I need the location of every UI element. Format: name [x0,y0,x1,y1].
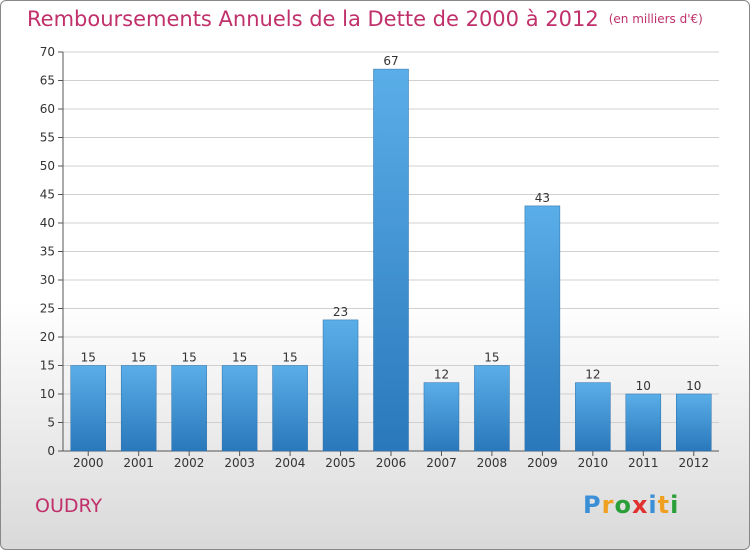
data-label-2008: 15 [484,351,499,365]
y-tick-label: 65 [40,74,55,88]
bar-2010 [575,382,611,452]
y-tick-label: 30 [40,273,55,287]
bar-2005 [322,319,359,452]
bar-2012 [676,393,712,452]
x-tick-label-2001: 2001 [123,456,154,470]
bar-2008 [474,365,510,452]
data-label-2011: 10 [636,379,651,393]
x-tick-label-2006: 2006 [376,456,407,470]
data-label-2004: 15 [282,351,297,365]
x-tick-label-2005: 2005 [325,456,356,470]
title-text: Remboursements Annuels de la Dette de 20… [27,7,599,31]
data-label-2005: 23 [333,305,348,319]
chart-subtitle: (en milliers d'€) [608,12,703,26]
x-tick-labels: 2000 2001 2002 2003 2004 2005 2006 2007 2008 2009… [73,456,709,470]
y-tick-label: 20 [40,330,55,344]
data-label-2010: 12 [585,368,600,382]
logo-letter: i [670,491,680,519]
y-tick-label: 55 [40,131,55,145]
x-tick-label-2012: 2012 [678,456,709,470]
y-tick-label: 0 [47,444,55,458]
bar-2002 [171,365,207,452]
commune-name: OUDRY [35,495,103,517]
x-tick-label-2007: 2007 [426,456,457,470]
y-tick-label: 60 [40,102,55,116]
data-labels: 15 15 15 15 15 23 67 12 15 43 12 10 10 [81,54,702,393]
bars [70,68,712,452]
data-label-2007: 12 [434,368,449,382]
data-label-2006: 67 [383,54,398,68]
data-label-2002: 15 [182,351,197,365]
bar-2004 [272,365,308,452]
bar-2007 [423,382,460,452]
logo-letter: o [614,491,632,519]
y-tick-label: 50 [40,159,55,173]
y-tick-labels: 0 5 10 15 20 25 30 35 40 45 50 55 60 65 70 [40,45,55,458]
y-tick-label: 40 [40,216,55,230]
data-label-2009: 43 [535,191,550,205]
x-tick-label-2000: 2000 [73,456,104,470]
logo-letter: r [601,491,615,519]
x-tick-label-2009: 2009 [527,456,558,470]
data-label-2003: 15 [232,351,247,365]
logo-letter: i [648,491,658,519]
logo-letter: P [583,491,602,519]
y-tick-label: 15 [40,359,55,373]
data-label-2000: 15 [81,351,96,365]
y-tick-label: 25 [40,302,55,316]
bar-2006 [373,68,409,452]
x-tick-label-2002: 2002 [174,456,205,470]
y-tick-label: 70 [40,45,55,59]
bar-2009 [524,205,561,452]
x-tick-label-2011: 2011 [628,456,659,470]
x-tick-label-2004: 2004 [275,456,306,470]
bar-2011 [625,393,662,452]
y-tick-label: 10 [40,387,55,401]
y-tick-label: 45 [40,188,55,202]
y-tick-label: 5 [47,416,55,430]
bar-2003 [221,365,258,452]
logo-letter: t [657,491,671,519]
x-tick-label-2003: 2003 [224,456,255,470]
data-label-2001: 15 [131,351,146,365]
bar-2001 [120,365,157,452]
chart-title: Remboursements Annuels de la Dette de 20… [27,7,703,31]
x-tick-label-2010: 2010 [578,456,609,470]
proxiti-logo: Proxiti [583,491,679,519]
y-tick-label: 35 [40,245,55,259]
data-label-2012: 10 [686,379,701,393]
bar-2000 [70,365,106,452]
logo-letter: x [631,491,649,519]
x-tick-label-2008: 2008 [477,456,508,470]
